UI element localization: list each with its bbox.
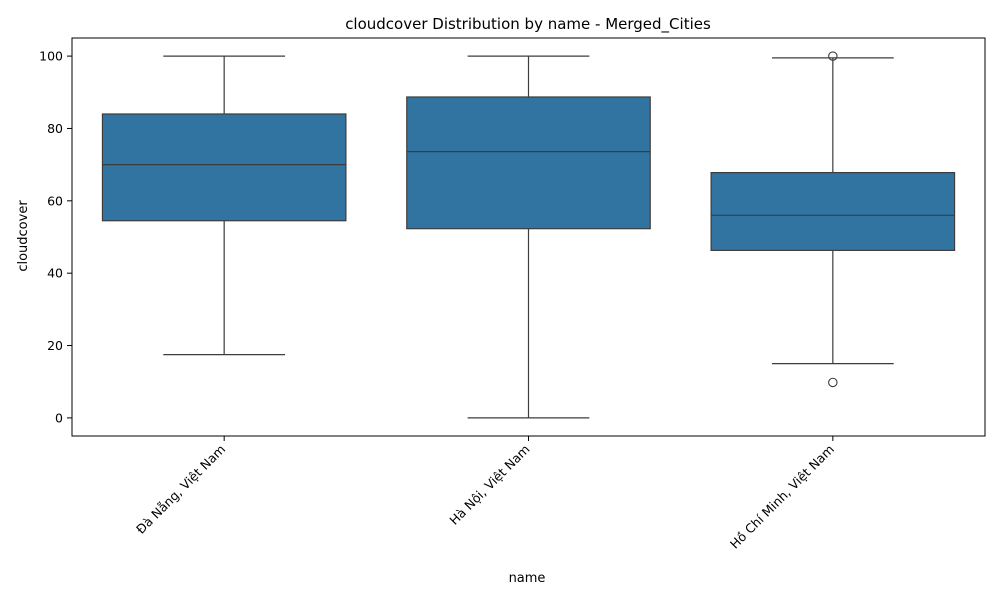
y-tick-label: 80 xyxy=(47,121,63,136)
box-iqr xyxy=(101,113,347,222)
y-tick-label: 100 xyxy=(39,49,63,64)
y-tick-label: 20 xyxy=(47,338,63,353)
outlier-point xyxy=(828,377,838,388)
x-tick-label: Hà Nội, Việt Nam xyxy=(446,442,532,528)
x-axis-label: name xyxy=(509,571,546,586)
x-tick-label: Hồ Chí Minh, Việt Nam xyxy=(727,442,837,552)
chart-title: cloudcover Distribution by name - Merged… xyxy=(345,15,711,34)
box-group xyxy=(710,51,956,388)
y-tick-label: 40 xyxy=(47,266,63,281)
outlier-point xyxy=(828,51,838,61)
plot-area xyxy=(101,51,956,419)
box-iqr xyxy=(406,96,651,230)
y-tick-label: 0 xyxy=(55,410,63,425)
y-axis-label: cloudcover xyxy=(16,200,31,272)
box-group xyxy=(101,55,347,356)
box-iqr xyxy=(710,171,956,251)
box-group xyxy=(406,55,651,419)
y-tick-label: 60 xyxy=(47,193,63,208)
x-tick-label: Đà Nẵng, Việt Nam xyxy=(133,442,228,537)
